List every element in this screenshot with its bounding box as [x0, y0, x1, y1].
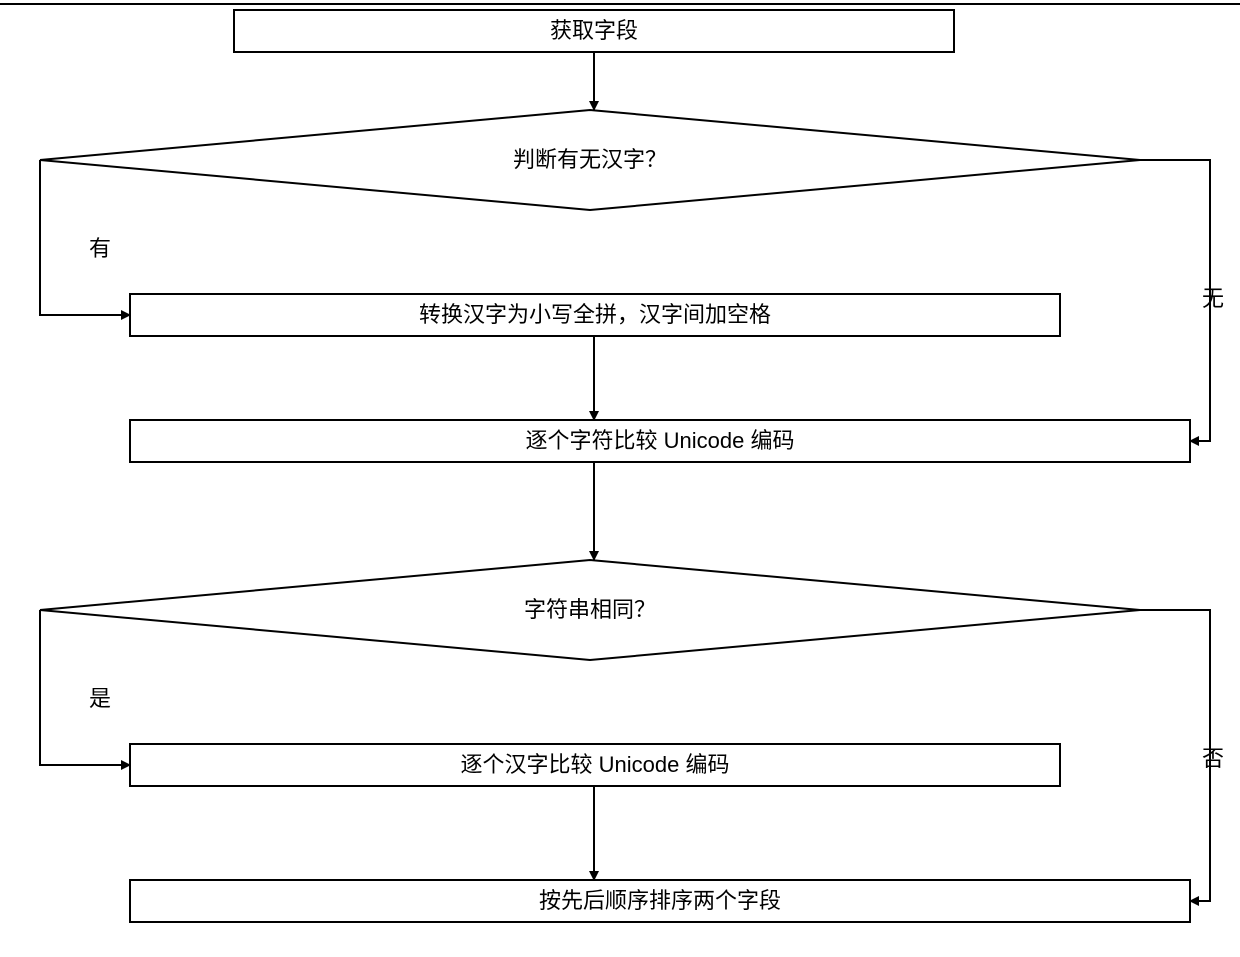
edge-label-e5a: 是: [89, 686, 111, 711]
node-label-n7: 按先后顺序排序两个字段: [539, 888, 781, 913]
edge-label-e5b: 否: [1202, 746, 1224, 771]
node-label-n6: 逐个汉字比较 Unicode 编码: [461, 752, 730, 777]
node-n3: 转换汉字为小写全拼，汉字间加空格: [130, 294, 1060, 336]
node-n1: 获取字段: [234, 10, 954, 52]
node-n4: 逐个字符比较 Unicode 编码: [130, 420, 1190, 462]
edge-label-e2a: 有: [89, 236, 111, 261]
node-n7: 按先后顺序排序两个字段: [130, 880, 1190, 922]
edge-e2b: [1140, 160, 1210, 441]
node-n6: 逐个汉字比较 Unicode 编码: [130, 744, 1060, 786]
node-label-n3: 转换汉字为小写全拼，汉字间加空格: [419, 302, 771, 327]
node-label-n5: 字符串相同？: [524, 597, 656, 622]
node-n5: 字符串相同？: [40, 560, 1140, 660]
node-label-n2: 判断有无汉字？: [513, 147, 667, 172]
node-label-n1: 获取字段: [550, 18, 638, 43]
node-n2: 判断有无汉字？: [40, 110, 1140, 210]
node-label-n4: 逐个字符比较 Unicode 编码: [526, 428, 795, 453]
edge-e5a: [40, 610, 130, 765]
edge-e2a: [40, 160, 130, 315]
edge-label-e2b: 无: [1202, 286, 1224, 311]
edge-e5b: [1140, 610, 1210, 901]
